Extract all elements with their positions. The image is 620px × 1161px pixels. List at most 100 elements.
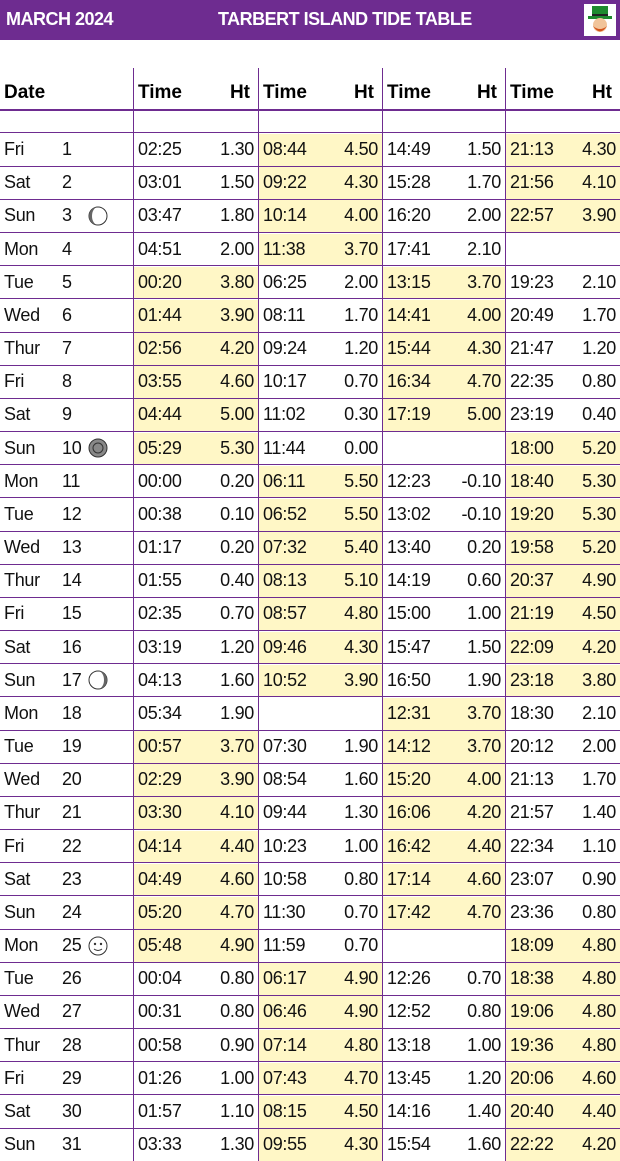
tide-time: 18:30 — [510, 697, 554, 730]
tide-time: 15:00 — [387, 597, 431, 630]
tide-time: 13:02 — [387, 498, 431, 531]
tide-time: 22:09 — [510, 631, 554, 664]
tide-time: 11:30 — [263, 896, 305, 929]
tide-time: 11:02 — [263, 398, 305, 431]
day-number: 11 — [62, 465, 80, 498]
tide-height: 4.30 — [467, 332, 501, 365]
tide-time: 00:31 — [138, 995, 182, 1028]
tide-time: 15:44 — [387, 332, 431, 365]
header-divider — [0, 109, 620, 111]
tide-time: 01:26 — [138, 1062, 182, 1095]
day-name: Wed — [4, 531, 40, 564]
tide-time: 14:19 — [387, 564, 431, 597]
day-number: 29 — [62, 1062, 81, 1095]
tide-height: 1.70 — [344, 299, 378, 332]
new-moon-icon — [86, 436, 110, 460]
tide-time: 13:18 — [387, 1029, 431, 1062]
tide-height: 4.90 — [344, 962, 378, 995]
tide-height: 1.30 — [220, 133, 254, 166]
tide-height: 1.70 — [582, 763, 616, 796]
tide-time: 13:45 — [387, 1062, 431, 1095]
tide-time: 03:30 — [138, 796, 182, 829]
tide-time: 16:20 — [387, 199, 431, 232]
tide-time: 01:44 — [138, 299, 182, 332]
tide-time: 01:55 — [138, 564, 182, 597]
tide-time: 14:49 — [387, 133, 431, 166]
day-number: 30 — [62, 1095, 81, 1128]
day-name: Tue — [4, 498, 33, 531]
day-number: 9 — [62, 398, 72, 431]
tide-height: 0.30 — [344, 398, 378, 431]
tide-height: 1.20 — [582, 332, 616, 365]
tide-table-page: MARCH 2024 TARBERT ISLAND TIDE TABLE Dat… — [0, 0, 620, 1161]
tide-height: 4.10 — [582, 166, 616, 199]
day-name: Mon — [4, 929, 38, 962]
day-number: 2 — [62, 166, 72, 199]
day-number: 18 — [62, 697, 81, 730]
tide-time: 07:14 — [263, 1029, 307, 1062]
tide-height: 5.30 — [582, 498, 616, 531]
tide-height: 4.30 — [344, 631, 378, 664]
tide-time: 19:20 — [510, 498, 554, 531]
day-name: Wed — [4, 995, 40, 1028]
tide-time: 12:52 — [387, 995, 431, 1028]
day-number: 28 — [62, 1029, 81, 1062]
tide-height: 1.50 — [220, 166, 254, 199]
tide-height: 3.80 — [220, 266, 254, 299]
tide-time: 09:46 — [263, 631, 307, 664]
tide-time: 04:44 — [138, 398, 182, 431]
day-name: Sat — [4, 166, 30, 199]
tide-height: 1.40 — [582, 796, 616, 829]
day-number: 3 — [62, 199, 72, 232]
tide-height: 4.70 — [467, 365, 501, 398]
tide-time: 20:12 — [510, 730, 554, 763]
tide-height: 1.70 — [467, 166, 501, 199]
tide-height: 5.40 — [344, 531, 378, 564]
tide-height: 4.80 — [344, 1029, 378, 1062]
day-name: Thur — [4, 332, 40, 365]
column-header: Ht — [477, 82, 497, 104]
day-number: 25 — [62, 929, 81, 962]
tide-time: 17:14 — [387, 863, 431, 896]
tide-height: 5.20 — [582, 531, 616, 564]
tide-height: 1.60 — [220, 664, 254, 697]
tide-time: 00:57 — [138, 730, 182, 763]
tide-height: 0.00 — [344, 432, 378, 465]
header-divider — [0, 132, 620, 133]
tide-height: 0.70 — [467, 962, 501, 995]
tide-time: 02:29 — [138, 763, 182, 796]
day-number: 4 — [62, 233, 72, 266]
tide-time: 03:19 — [138, 631, 182, 664]
tide-height: 3.70 — [220, 730, 254, 763]
column-header: Ht — [592, 82, 612, 104]
tide-height: 4.40 — [582, 1095, 616, 1128]
tide-time: 09:24 — [263, 332, 307, 365]
tide-time: 14:41 — [387, 299, 431, 332]
tide-height: 4.00 — [467, 763, 501, 796]
tide-time: 08:11 — [263, 299, 305, 332]
column-header: Ht — [230, 82, 250, 104]
tide-time: 16:34 — [387, 365, 431, 398]
tide-time: 00:20 — [138, 266, 182, 299]
tide-height: 1.40 — [467, 1095, 501, 1128]
tide-time: 13:15 — [387, 266, 431, 299]
tide-time: 05:48 — [138, 929, 182, 962]
tide-time: 14:16 — [387, 1095, 431, 1128]
tide-height: 3.80 — [582, 664, 616, 697]
tide-time: 04:49 — [138, 863, 182, 896]
tide-time: 06:46 — [263, 995, 307, 1028]
tide-time: 13:40 — [387, 531, 431, 564]
column-divider — [382, 68, 383, 1161]
tide-time: 19:06 — [510, 995, 554, 1028]
tide-height: 5.50 — [344, 465, 378, 498]
tide-time: 10:14 — [263, 199, 307, 232]
tide-time: 21:56 — [510, 166, 554, 199]
tide-height: 0.10 — [220, 498, 254, 531]
column-header: Time — [263, 82, 307, 104]
tide-time: 02:25 — [138, 133, 182, 166]
tide-time: 23:19 — [510, 398, 554, 431]
day-name: Sun — [4, 664, 35, 697]
tide-height: 5.50 — [344, 498, 378, 531]
tide-height: 4.20 — [467, 796, 501, 829]
day-name: Mon — [4, 697, 38, 730]
